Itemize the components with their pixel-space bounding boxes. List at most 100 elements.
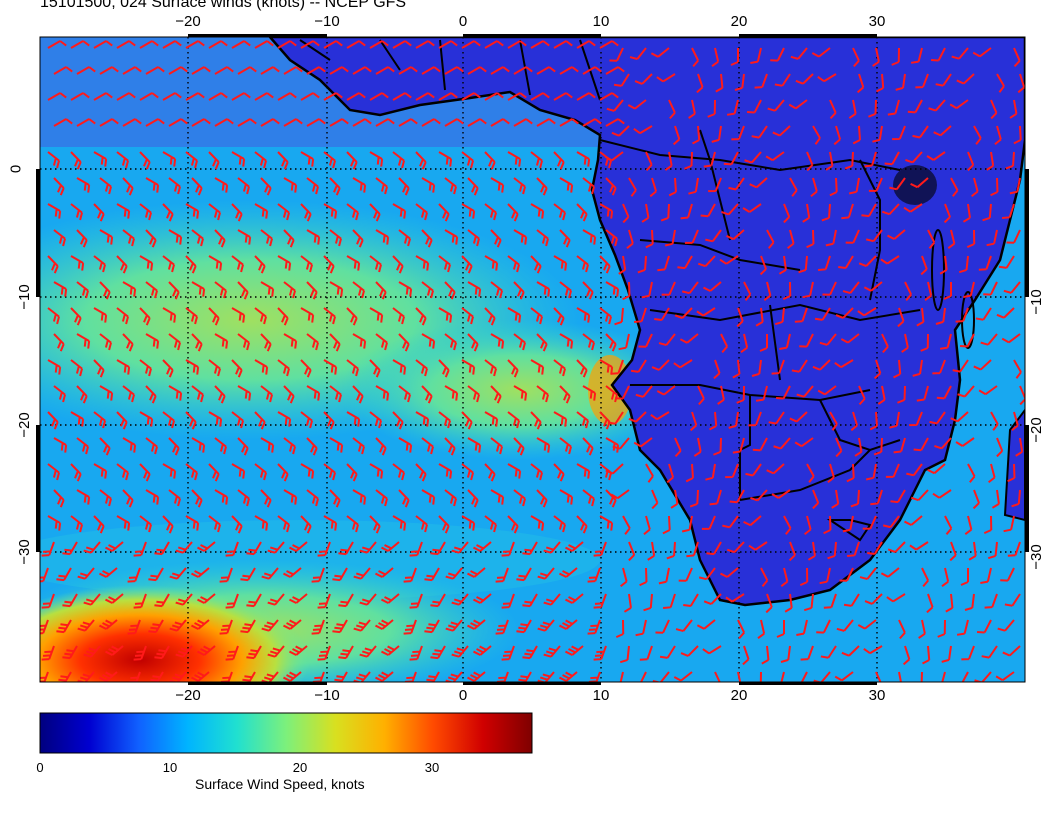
wind-barb xyxy=(841,645,860,657)
wind-barb xyxy=(988,463,996,484)
wind-barb xyxy=(607,411,624,425)
wind-barb xyxy=(814,307,831,321)
lon-tick-top: −10 xyxy=(314,13,340,30)
wind-barb xyxy=(700,203,716,218)
wind-barb xyxy=(421,66,441,75)
wind-barb xyxy=(576,463,591,479)
wind-barb xyxy=(582,437,594,456)
wind-barb xyxy=(1017,73,1025,94)
wind-barb xyxy=(283,118,303,127)
wind-barb xyxy=(972,47,992,58)
wind-barb xyxy=(116,151,129,169)
wind-barb xyxy=(283,619,302,630)
wind-barb xyxy=(105,541,124,552)
wind-barb xyxy=(300,411,313,429)
wind-barb xyxy=(978,255,992,271)
wind-barb xyxy=(565,541,584,552)
wind-barb xyxy=(825,151,834,171)
wind-barb xyxy=(649,177,658,198)
wind-barb xyxy=(536,333,548,352)
wind-barb xyxy=(76,281,89,299)
wind-barb xyxy=(819,333,837,346)
wind-barb xyxy=(430,593,446,608)
wind-barb xyxy=(934,437,952,450)
wind-barb xyxy=(392,515,407,531)
wind-barb xyxy=(516,619,532,634)
wind-barb xyxy=(127,567,141,583)
wind-barb xyxy=(162,411,175,429)
wind-barb xyxy=(628,411,647,423)
wind-barb xyxy=(576,359,588,378)
wind-barb xyxy=(937,619,946,638)
wind-barb xyxy=(763,281,772,301)
wind-barb xyxy=(651,359,670,371)
wind-barb xyxy=(76,333,91,349)
wind-barb xyxy=(246,593,262,608)
wind-barb xyxy=(254,307,267,325)
wind-barb xyxy=(522,593,538,608)
wind-barb xyxy=(139,255,154,271)
wind-barb xyxy=(784,593,793,613)
wind-barb xyxy=(154,593,170,608)
wind-barb xyxy=(283,567,302,578)
wind-barb xyxy=(626,229,634,250)
wind-barb xyxy=(93,203,105,222)
wind-barb xyxy=(47,255,59,274)
wind-barb xyxy=(501,593,515,609)
wind-barb xyxy=(949,541,957,562)
wind-barb xyxy=(593,541,607,557)
wind-barb xyxy=(996,437,1004,458)
wind-barb xyxy=(599,515,614,531)
wind-barb xyxy=(955,307,969,323)
wind-barb xyxy=(876,73,885,93)
wind-barb xyxy=(697,385,705,406)
wind-barb xyxy=(76,437,89,455)
wind-barb xyxy=(1002,645,1021,657)
wind-barb xyxy=(559,437,572,455)
wind-barb xyxy=(438,40,458,49)
wind-barb xyxy=(886,593,906,603)
wind-barb xyxy=(415,307,427,326)
wind-barb xyxy=(191,619,210,630)
wind-barb xyxy=(260,385,273,403)
wind-barb xyxy=(369,359,381,378)
wind-barb xyxy=(929,411,946,425)
wind-barb xyxy=(467,437,482,453)
wind-barb xyxy=(807,541,816,561)
wind-barb xyxy=(530,307,543,325)
wind-barb xyxy=(353,567,371,580)
wind-barb xyxy=(277,203,290,221)
wind-barb xyxy=(873,359,882,380)
wind-barb xyxy=(191,671,210,682)
wind-barb xyxy=(484,411,499,427)
wind-barb xyxy=(559,177,574,193)
wind-barb xyxy=(375,619,394,630)
wind-barb xyxy=(565,593,584,604)
wind-barb xyxy=(231,463,246,479)
wind-barb xyxy=(277,307,289,326)
wind-barb xyxy=(893,359,902,379)
wind-barb xyxy=(628,177,637,197)
lon-tick-bottom: 20 xyxy=(730,687,748,704)
wind-barb xyxy=(122,489,134,508)
wind-barb xyxy=(409,645,423,661)
wind-barb xyxy=(352,229,364,248)
wind-barb xyxy=(300,255,313,273)
wind-barb xyxy=(467,66,487,75)
wind-barb xyxy=(728,411,739,429)
wind-barb xyxy=(47,40,67,49)
wind-barb xyxy=(664,229,676,247)
wind-barb xyxy=(530,411,542,430)
wind-barb xyxy=(277,515,290,533)
wind-barb xyxy=(70,203,83,221)
wind-barb xyxy=(168,229,183,245)
wind-barb xyxy=(796,385,814,398)
wind-barb xyxy=(799,333,814,348)
wind-barb xyxy=(869,411,878,431)
wind-barb xyxy=(759,334,768,352)
wind-barb xyxy=(593,645,607,661)
wind-barb xyxy=(635,385,653,398)
wind-barb xyxy=(53,489,65,508)
wind-barb xyxy=(715,73,724,93)
wind-barb xyxy=(850,489,860,508)
